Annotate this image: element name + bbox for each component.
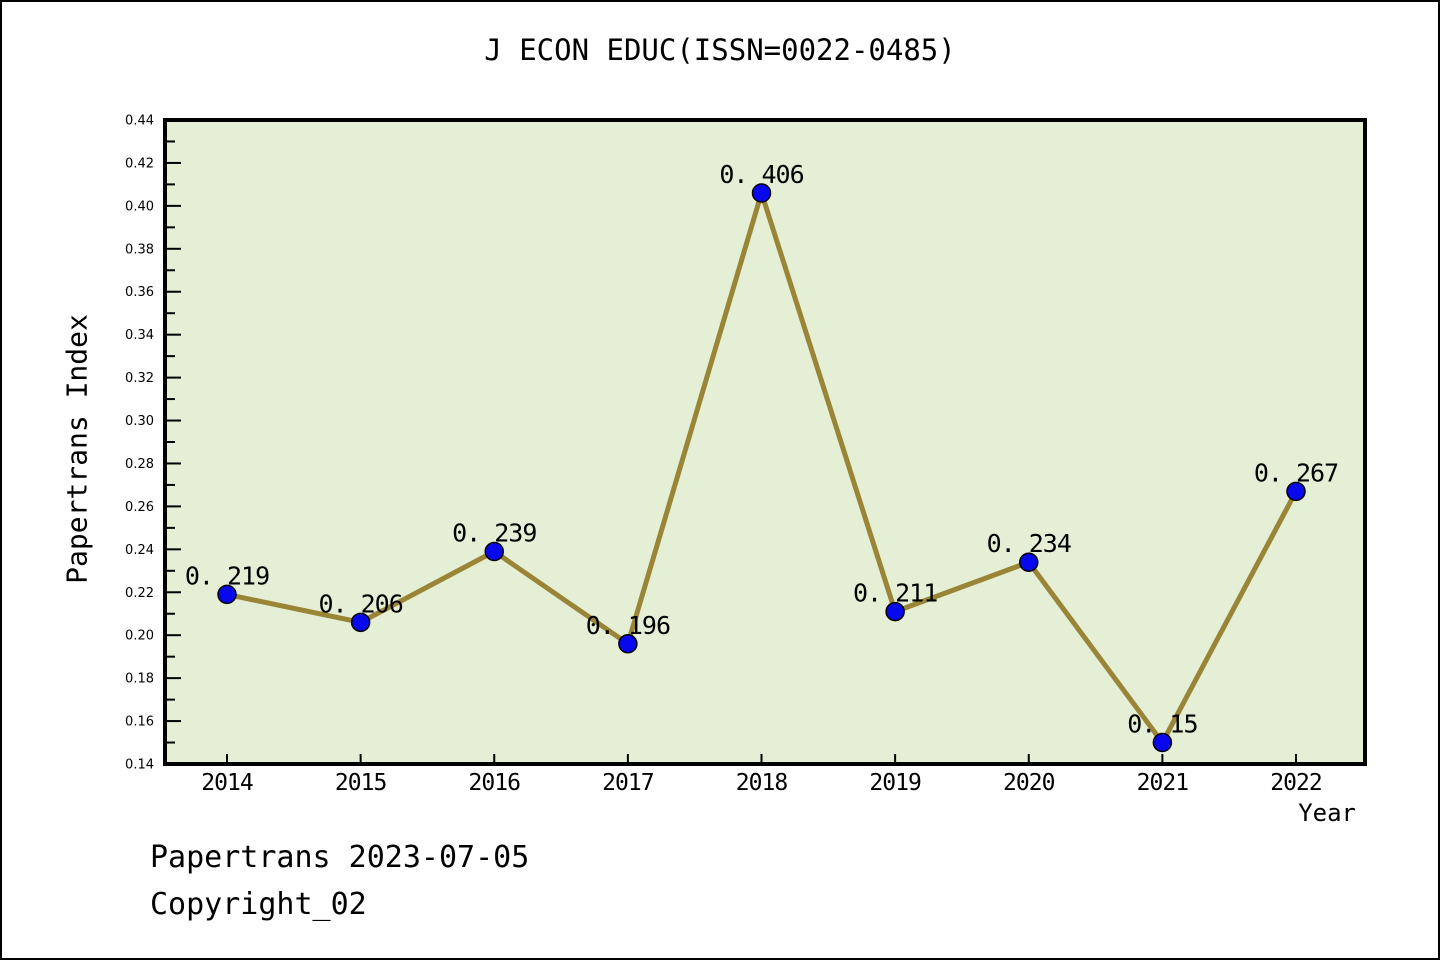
point-label: 0. 406 <box>719 160 803 189</box>
point-label: 0. 239 <box>452 518 536 547</box>
data-point-2016 <box>484 541 504 562</box>
y-tick-label: 0.28 <box>125 457 154 472</box>
x-tick-label: 2015 <box>335 770 386 796</box>
x-tick-label: 2019 <box>869 770 921 796</box>
x-tick-label: 2022 <box>1270 770 1321 796</box>
data-point-2019 <box>885 601 905 622</box>
y-tick-label: 0.14 <box>125 758 154 773</box>
y-tick-label: 0.20 <box>125 629 154 644</box>
point-label: 0. 206 <box>318 589 402 618</box>
point-label: 0. 15 <box>1127 710 1197 739</box>
y-tick-label: 0.24 <box>125 543 154 558</box>
point-label: 0. 234 <box>987 529 1071 558</box>
point-label: 0. 211 <box>853 579 937 608</box>
point-label: 0. 196 <box>586 611 670 640</box>
y-tick-label: 0.30 <box>125 414 154 429</box>
point-label: 0. 267 <box>1254 458 1338 487</box>
x-tick-label: 2018 <box>736 770 788 796</box>
y-tick-label: 0.16 <box>125 715 154 730</box>
data-point-2022 <box>1286 481 1306 502</box>
y-tick-label: 0.34 <box>125 328 154 343</box>
data-point-2015 <box>350 612 371 633</box>
point-label: 0. 219 <box>185 561 269 590</box>
y-tick-label: 0.38 <box>125 242 154 257</box>
data-point-2017 <box>618 634 638 654</box>
data-point-2021 <box>1152 732 1173 753</box>
y-tick-label: 0.36 <box>125 285 154 300</box>
y-tick-label: 0.44 <box>125 114 154 129</box>
y-tick-label: 0.42 <box>125 156 154 171</box>
plot-background <box>165 120 1365 764</box>
data-point-2020 <box>1019 552 1039 572</box>
y-tick-label: 0.26 <box>125 500 154 515</box>
chart-title: J ECON EDUC(ISSN=0022-0485) <box>484 33 956 67</box>
axes-frame <box>163 118 1367 766</box>
footer-copyright: Copyright_02 <box>150 887 367 922</box>
footer-date: Papertrans 2023-07-05 <box>150 840 530 875</box>
x-tick-label: 2021 <box>1137 770 1189 796</box>
y-tick-label: 0.40 <box>125 199 154 214</box>
data-point-2018 <box>751 183 772 203</box>
x-tick-label: 2020 <box>1003 770 1055 796</box>
y-tick-label: 0.22 <box>125 586 154 601</box>
data-point-2014 <box>217 584 237 605</box>
y-tick-label: 0.18 <box>125 672 154 687</box>
x-tick-label: 2016 <box>469 770 521 796</box>
x-tick-label: 2017 <box>602 770 654 796</box>
x-tick-label: 2014 <box>201 770 253 796</box>
y-tick-label: 0.32 <box>125 371 154 386</box>
x-axis-label: Year <box>1298 799 1356 827</box>
